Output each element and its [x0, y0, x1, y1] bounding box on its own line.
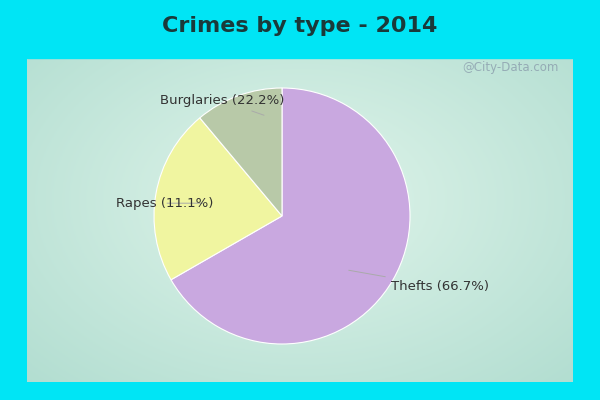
- Wedge shape: [154, 118, 282, 280]
- Wedge shape: [200, 88, 282, 216]
- Wedge shape: [171, 88, 410, 344]
- Text: @City-Data.com: @City-Data.com: [462, 62, 558, 74]
- Text: Rapes (11.1%): Rapes (11.1%): [116, 197, 213, 210]
- Text: Thefts (66.7%): Thefts (66.7%): [349, 270, 489, 293]
- Bar: [27, 18, 573, 58]
- Text: Crimes by type - 2014: Crimes by type - 2014: [163, 16, 437, 36]
- Text: Burglaries (22.2%): Burglaries (22.2%): [160, 94, 285, 115]
